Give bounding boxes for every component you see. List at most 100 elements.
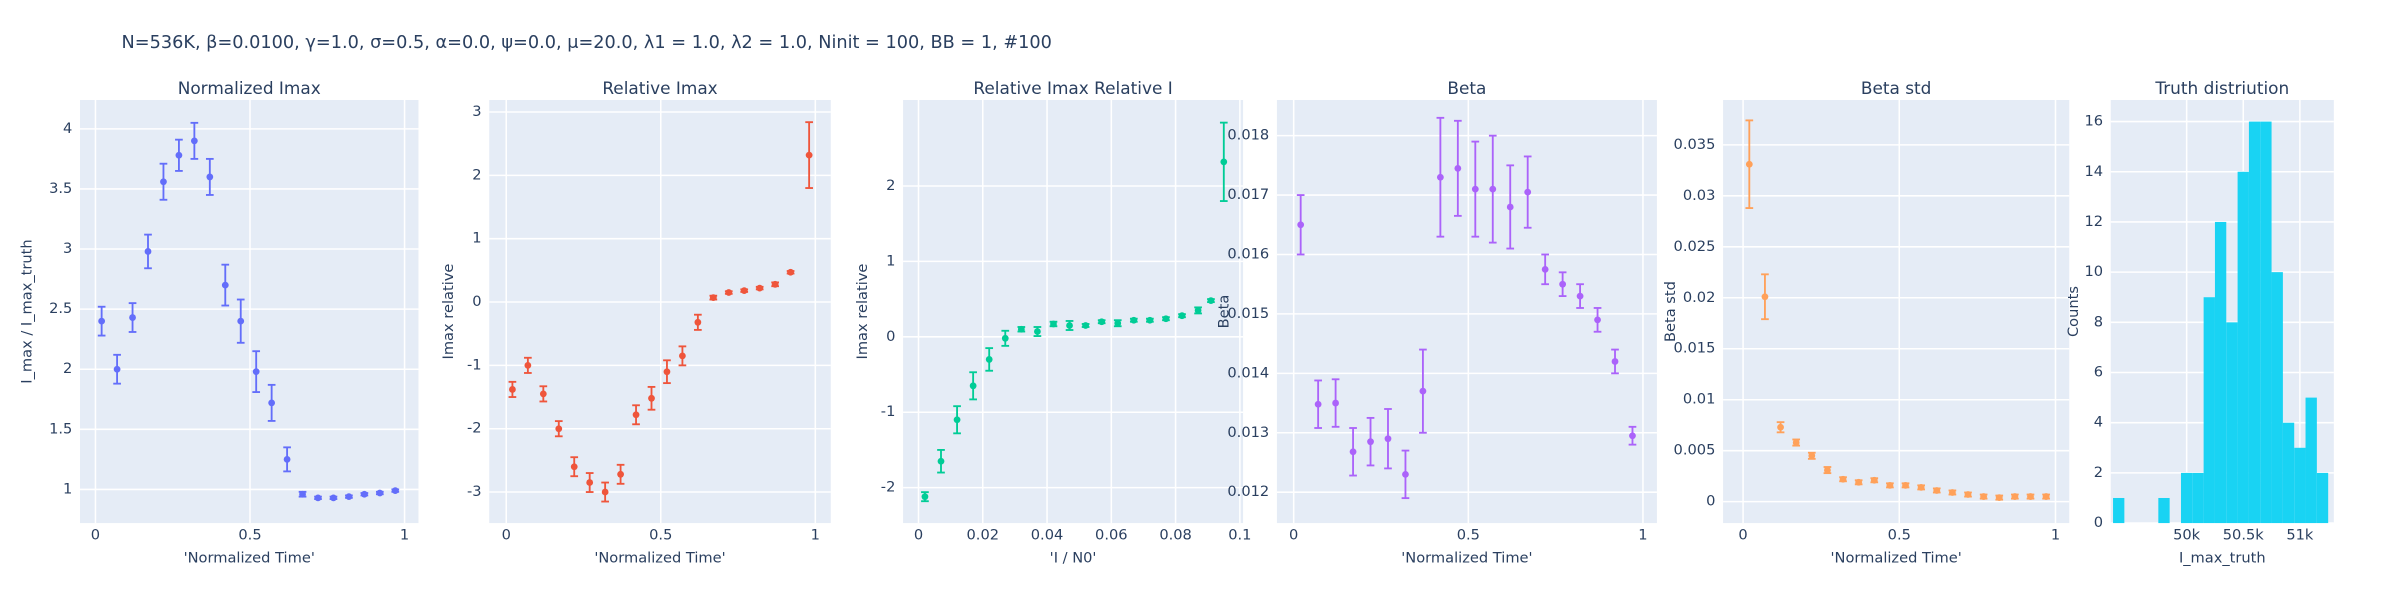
x-tick-label: 1 — [1638, 526, 1647, 543]
point — [1034, 328, 1041, 335]
point — [1001, 334, 1009, 342]
x-axis-label: 'Normalized Time' — [1401, 549, 1532, 566]
x-tick-label: 0.5 — [1888, 526, 1911, 543]
y-tick-label: 16 — [2084, 113, 2103, 130]
point — [1995, 494, 2003, 501]
y-tick-label: -1 — [881, 403, 896, 420]
y-tick-label: 3 — [63, 240, 72, 257]
y-tick-label: -1 — [467, 356, 482, 373]
point — [601, 488, 609, 496]
x-tick-label: 1 — [811, 526, 820, 543]
x-tick-label: 0.5 — [238, 526, 261, 543]
point — [1194, 307, 1202, 314]
histogram-bar — [2282, 422, 2295, 524]
y-tick-label: 0.01 — [1683, 391, 1716, 408]
point — [1506, 203, 1514, 211]
point — [1098, 318, 1106, 326]
x-tick-label: 0.06 — [1095, 526, 1128, 543]
point — [1902, 481, 1909, 489]
point — [539, 390, 547, 398]
subplot-title: Relative Imax — [602, 78, 717, 98]
point — [144, 248, 152, 255]
y-tick-label: 2 — [886, 177, 895, 194]
x-axis-label: 'Normalized Time' — [1831, 549, 1962, 566]
point — [709, 294, 717, 301]
point — [1314, 400, 1322, 408]
y-tick-label: 0.012 — [1227, 483, 1269, 500]
histogram-bar — [2316, 472, 2329, 524]
x-axis-label: I_max_truth — [2179, 549, 2266, 566]
point — [376, 489, 384, 497]
y-axis-label: Beta std — [1662, 281, 1679, 342]
histogram-bar — [2203, 297, 2215, 524]
x-tick-label: 0.04 — [1031, 526, 1064, 543]
y-tick-label: 14 — [2084, 163, 2103, 180]
x-tick-label: 50k — [2173, 526, 2201, 543]
point — [1777, 423, 1784, 431]
y-tick-label: 3.5 — [49, 180, 72, 197]
x-tick-label: 0.1 — [1228, 526, 1251, 543]
point — [1761, 293, 1769, 301]
y-axis-label: Imax relative — [440, 264, 457, 360]
y-tick-label: 6 — [2094, 364, 2103, 381]
histogram-bar — [2113, 497, 2125, 524]
point — [160, 178, 167, 186]
point — [1114, 319, 1122, 327]
point — [617, 470, 624, 478]
point — [524, 361, 532, 369]
x-axis-label: 'Normalized Time' — [184, 549, 315, 566]
point — [1792, 439, 1800, 446]
plot-background — [903, 100, 1244, 524]
y-tick-label: 0.017 — [1227, 186, 1269, 203]
y-tick-label: 1 — [63, 480, 72, 497]
histogram-bar — [2248, 121, 2261, 524]
point — [555, 425, 563, 433]
histogram-bar — [2294, 447, 2306, 524]
x-tick-label: 0 — [914, 526, 923, 543]
point — [787, 268, 794, 276]
histogram-bar — [2260, 121, 2272, 524]
point — [314, 494, 322, 502]
x-tick-label: 1 — [2051, 526, 2060, 543]
x-tick-label: 0.02 — [967, 526, 1000, 543]
y-axis-label: Imax relative — [854, 264, 871, 360]
y-tick-label: 4 — [63, 120, 72, 137]
point — [330, 494, 337, 502]
point — [1808, 452, 1816, 460]
subplot-title: Relative Imax Relative I — [973, 78, 1172, 98]
point — [985, 356, 993, 363]
x-axis-label: 'I / N0' — [1050, 549, 1097, 566]
point — [663, 368, 671, 376]
histogram-bar — [2305, 397, 2317, 524]
point — [1870, 476, 1878, 484]
y-tick-label: 0.013 — [1227, 424, 1269, 441]
point — [299, 490, 306, 498]
y-tick-label: 10 — [2084, 263, 2103, 280]
point — [921, 493, 929, 501]
y-tick-label: 0.016 — [1227, 245, 1269, 262]
histogram-bar — [2271, 272, 2283, 524]
y-axis-label: Beta — [1216, 295, 1233, 329]
point — [391, 487, 399, 495]
x-tick-label: 50.5k — [2223, 526, 2265, 543]
point — [1297, 221, 1305, 229]
y-tick-label: 2 — [472, 166, 481, 183]
point — [1207, 297, 1215, 304]
point — [1384, 435, 1392, 443]
point — [1524, 188, 1532, 196]
y-tick-label: 2 — [63, 360, 72, 377]
y-tick-label: 0 — [1706, 493, 1715, 510]
y-tick-label: -2 — [881, 479, 896, 496]
point — [1367, 438, 1374, 446]
x-tick-label: 0 — [1738, 526, 1747, 543]
plot-background — [489, 100, 831, 524]
y-tick-label: 2 — [2094, 464, 2103, 481]
point — [1980, 493, 1988, 500]
point — [1629, 432, 1636, 440]
x-tick-label: 0.5 — [1457, 526, 1480, 543]
point — [268, 399, 276, 407]
y-axis-label: Counts — [2065, 286, 2082, 337]
y-tick-label: 1.5 — [49, 420, 72, 437]
point — [1349, 448, 1357, 456]
